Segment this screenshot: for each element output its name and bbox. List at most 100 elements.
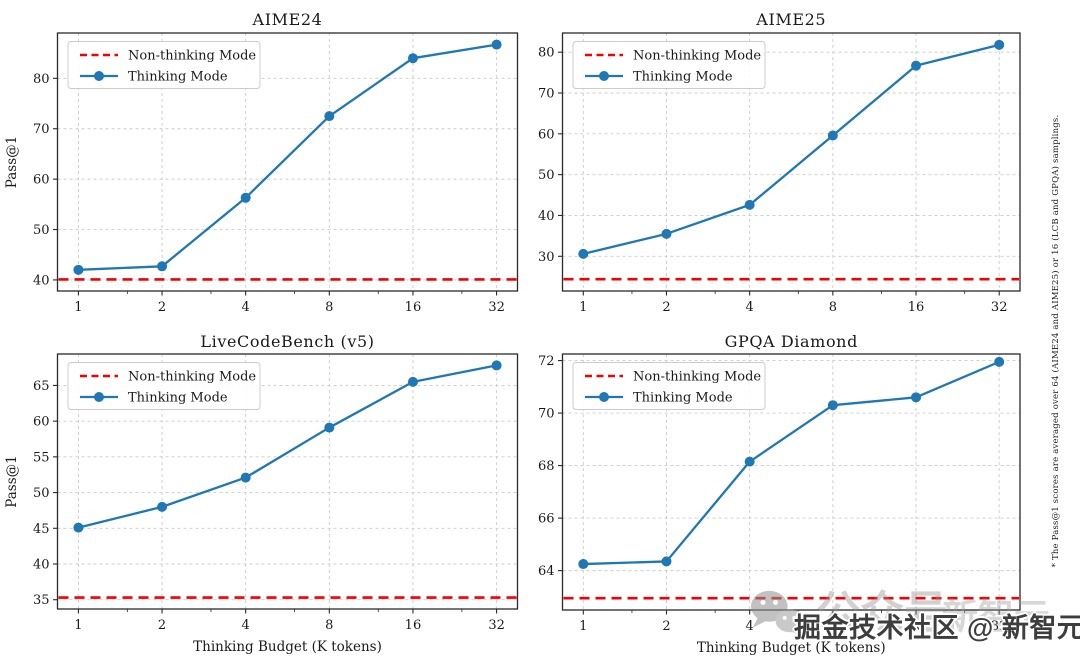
x-tick-label: 1 xyxy=(74,618,82,633)
y-tick-label: 66 xyxy=(538,512,555,527)
sampling-footnote: * The Pass@1 scores are averaged over 64… xyxy=(1051,114,1061,568)
y-tick-label: 50 xyxy=(33,223,50,238)
data-point-marker xyxy=(994,356,1005,367)
y-tick-label: 40 xyxy=(538,209,555,224)
x-tick-label: 16 xyxy=(908,300,925,315)
x-tick-label: 4 xyxy=(746,619,754,634)
data-point-marker xyxy=(491,39,502,50)
data-point-marker xyxy=(324,422,335,433)
x-tick-label: 2 xyxy=(662,300,670,315)
x-tick-label: 32 xyxy=(991,619,1008,634)
legend-thinking-marker xyxy=(94,71,104,81)
data-point-marker xyxy=(661,228,672,239)
y-tick-label: 35 xyxy=(33,593,50,608)
data-point-marker xyxy=(73,522,84,533)
legend-thinking-marker xyxy=(599,392,609,402)
y-tick-label: 70 xyxy=(33,122,50,137)
data-point-marker xyxy=(407,53,418,64)
x-tick-label: 16 xyxy=(908,619,925,634)
data-point-marker xyxy=(744,456,755,467)
x-tick-label: 32 xyxy=(488,300,505,315)
y-tick-label: 70 xyxy=(538,407,555,422)
plot-border xyxy=(56,353,519,610)
data-point-marker xyxy=(240,472,251,483)
x-tick-label: 2 xyxy=(158,300,166,315)
data-point-marker xyxy=(73,264,84,275)
y-tick-label: 72 xyxy=(538,354,555,369)
data-point-marker xyxy=(744,199,755,210)
x-tick-label: 8 xyxy=(325,300,333,315)
y-tick-label: 55 xyxy=(33,450,50,465)
y-tick-label: 64 xyxy=(538,564,555,579)
x-tick-label: 8 xyxy=(829,619,837,634)
x-tick-label: 1 xyxy=(74,300,82,315)
legend-non-thinking-label: Non-thinking Mode xyxy=(128,49,256,64)
y-tick-label: 40 xyxy=(33,558,50,573)
x-tick-label: 8 xyxy=(325,618,333,633)
x-tick-label: 32 xyxy=(991,300,1008,315)
data-point-marker xyxy=(827,130,838,141)
x-axis-label: Thinking Budget (K tokens) xyxy=(193,639,382,655)
y-tick-label: 70 xyxy=(538,87,555,102)
x-tick-label: 4 xyxy=(242,618,250,633)
legend-non-thinking-label: Non-thinking Mode xyxy=(128,370,256,385)
legend-thinking-label: Thinking Mode xyxy=(128,70,228,85)
y-axis-label: Pass@1 xyxy=(4,136,20,188)
y-tick-label: 68 xyxy=(538,459,555,474)
data-point-marker xyxy=(240,192,251,203)
thinking-line xyxy=(78,43,497,271)
legend-thinking-label: Thinking Mode xyxy=(633,70,733,85)
thinking-line xyxy=(583,43,1000,255)
plot-border xyxy=(561,32,1021,292)
chart-title: AIME24 xyxy=(252,10,323,29)
chart-gpqa-diamond: 1 2 4 8 16 32 64 66 68 70 72 GPQA Diamond Thinking B… xyxy=(538,332,1021,656)
data-point-marker xyxy=(157,261,168,272)
data-point-marker xyxy=(578,559,589,570)
chart-title: AIME25 xyxy=(755,10,826,29)
y-tick-label: 45 xyxy=(33,522,50,537)
legend-non-thinking-label: Non-thinking Mode xyxy=(633,49,761,64)
y-tick-label: 50 xyxy=(33,486,50,501)
y-tick-label: 50 xyxy=(538,168,555,183)
x-tick-label: 8 xyxy=(829,300,837,315)
data-point-marker xyxy=(157,501,168,512)
data-point-marker xyxy=(491,360,502,371)
x-tick-label: 4 xyxy=(242,300,250,315)
data-point-marker xyxy=(661,556,672,567)
chart-title: LiveCodeBench (v5) xyxy=(200,332,374,351)
data-point-marker xyxy=(407,376,418,387)
x-axis-label: Thinking Budget (K tokens) xyxy=(697,640,886,656)
thinking-line xyxy=(583,360,1000,566)
data-point-marker xyxy=(324,111,335,122)
chart-livecodebench-v5: 1 2 4 8 16 32 35 40 45 50 55 60 65 LiveCodeBench (v5)… xyxy=(4,332,519,655)
data-point-marker xyxy=(911,60,922,71)
data-point-marker xyxy=(994,39,1005,50)
x-tick-label: 1 xyxy=(579,619,587,634)
y-tick-label: 80 xyxy=(538,46,555,61)
y-tick-label: 65 xyxy=(33,379,50,394)
x-tick-label: 2 xyxy=(662,619,670,634)
x-tick-label: 16 xyxy=(405,300,422,315)
y-tick-label: 60 xyxy=(33,173,50,188)
data-point-marker xyxy=(827,400,838,411)
legend-thinking-marker xyxy=(94,392,104,402)
y-axis-label: Pass@1 xyxy=(4,455,20,507)
x-tick-label: 4 xyxy=(746,300,754,315)
legend-thinking-label: Thinking Mode xyxy=(633,391,733,406)
y-tick-label: 80 xyxy=(33,72,50,87)
legend-thinking-label: Thinking Mode xyxy=(128,391,228,406)
x-tick-label: 1 xyxy=(579,300,587,315)
y-tick-label: 30 xyxy=(538,250,555,265)
y-tick-label: 60 xyxy=(33,415,50,430)
x-tick-label: 16 xyxy=(405,618,422,633)
x-tick-label: 2 xyxy=(158,618,166,633)
legend-non-thinking-label: Non-thinking Mode xyxy=(633,370,761,385)
y-tick-label: 40 xyxy=(33,273,50,288)
y-tick-label: 60 xyxy=(538,127,555,142)
x-tick-label: 32 xyxy=(488,618,505,633)
legend-thinking-marker xyxy=(599,71,609,81)
chart-title: GPQA Diamond xyxy=(725,332,858,351)
chart-aime24: 1 2 4 8 16 32 40 50 60 70 80 AIME24 Pass@1 Non-thinki… xyxy=(4,10,519,315)
